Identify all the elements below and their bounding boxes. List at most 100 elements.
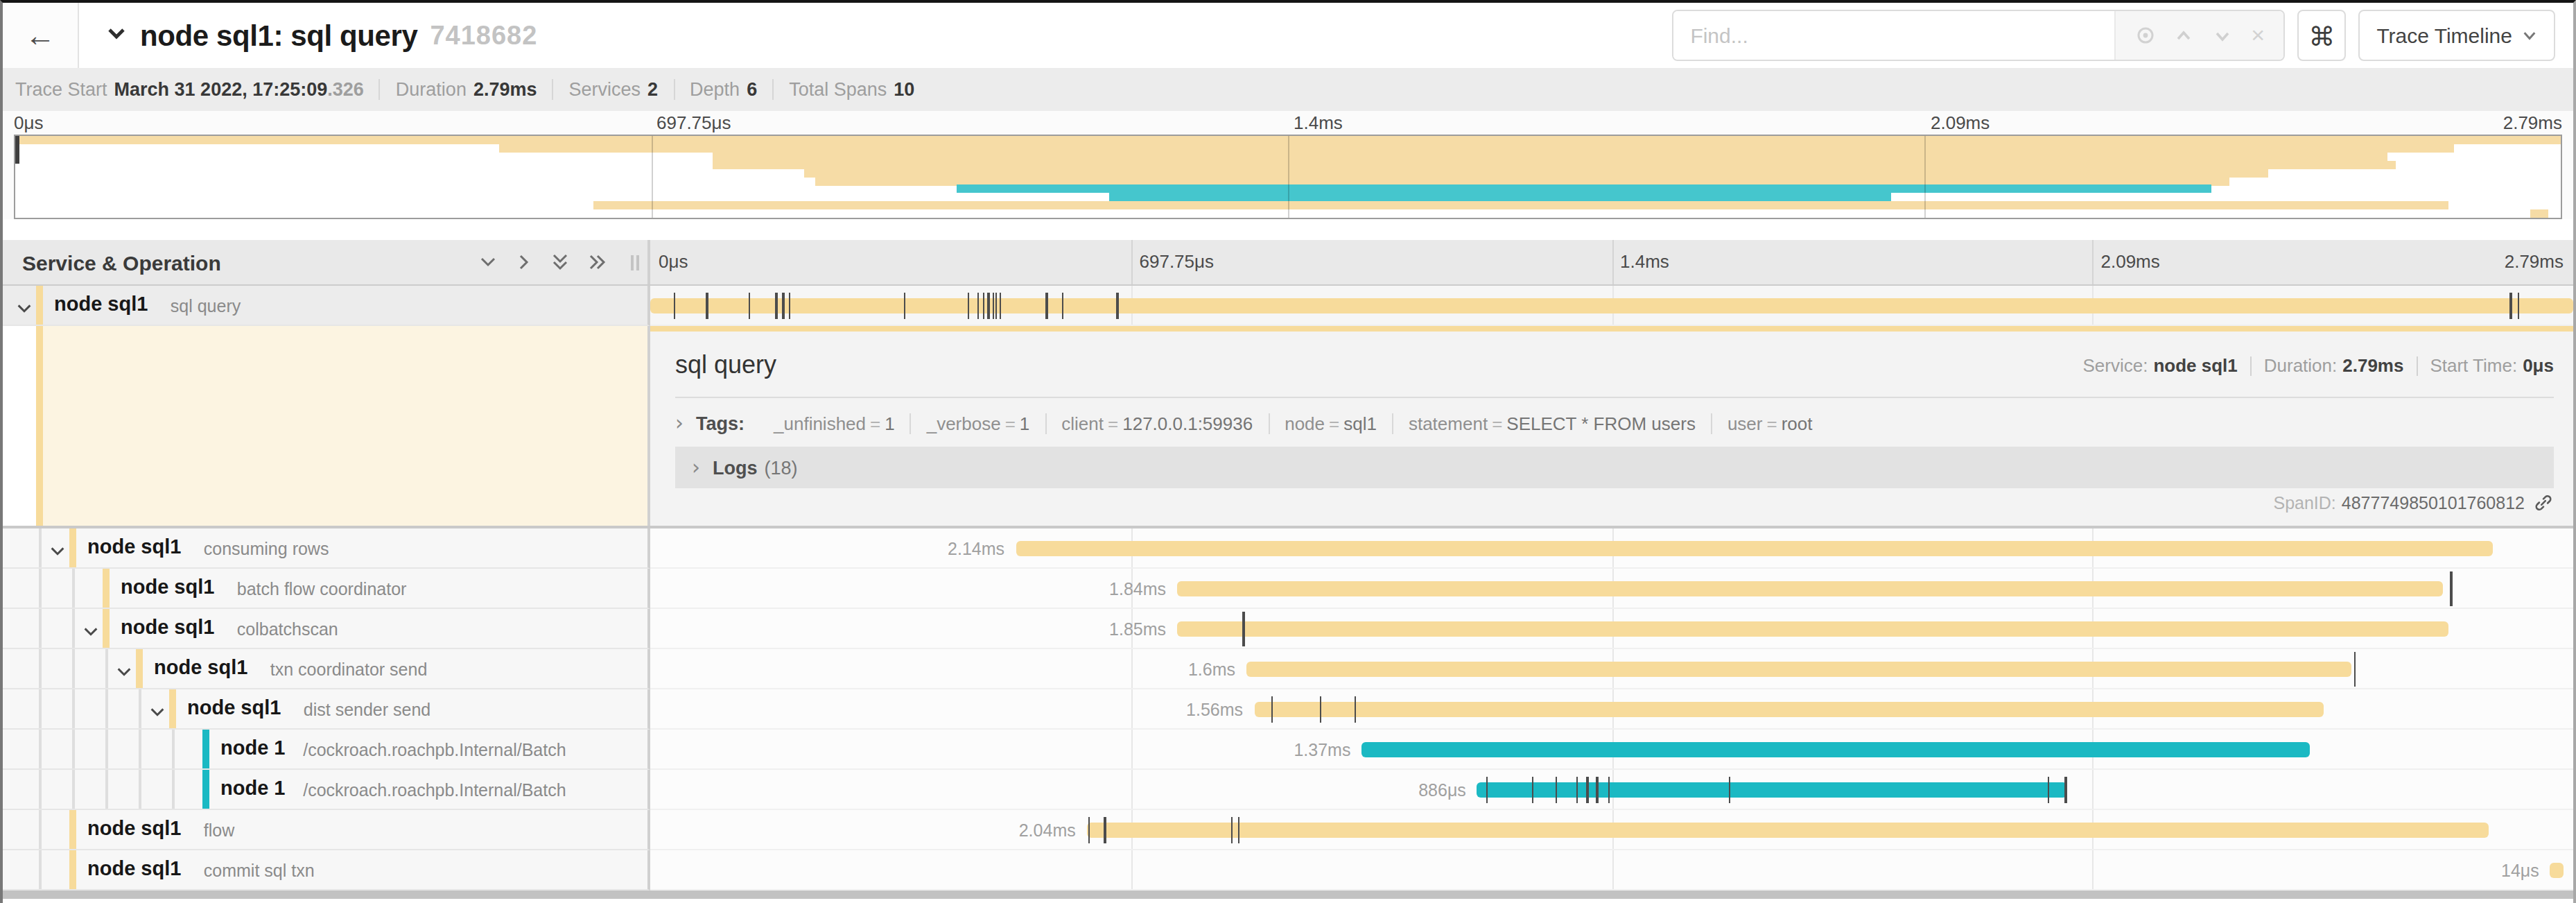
- expand-chevron-icon[interactable]: [82, 621, 100, 646]
- span-tree-cell[interactable]: node sql1flow: [3, 810, 650, 850]
- log-marker-tick: [2509, 293, 2512, 319]
- span-tree-cell[interactable]: node 1/cockroach.roachpb.Internal/Batch: [3, 770, 650, 810]
- span-duration-bar[interactable]: [1016, 541, 2492, 556]
- span-operation-name: sql query: [171, 297, 241, 316]
- span-row[interactable]: node sql1colbatchscan1.85ms: [3, 609, 2573, 649]
- span-detail-row: sql query Service:node sql1 Duration:2.7…: [3, 326, 2573, 528]
- span-detail-panel: sql query Service:node sql1 Duration:2.7…: [650, 326, 2573, 526]
- span-duration-bar[interactable]: [1177, 621, 2448, 637]
- span-tree-cell[interactable]: node sql1 sql query: [3, 286, 650, 326]
- log-marker-tick: [1319, 696, 1321, 723]
- span-id-label: SpanID:: [2273, 493, 2335, 513]
- span-row[interactable]: node sql1txn coordinator send1.6ms: [3, 649, 2573, 689]
- span-duration-bar[interactable]: [1361, 742, 2310, 757]
- next-result-icon[interactable]: [2213, 26, 2232, 45]
- span-row[interactable]: node sql1commit sql txn 14μs: [3, 850, 2573, 891]
- span-row[interactable]: node sql1 consuming rows 2.14ms: [3, 528, 2573, 569]
- span-timeline-cell[interactable]: 2.14ms: [650, 528, 2573, 569]
- view-selector-button[interactable]: Trace Timeline: [2358, 10, 2555, 61]
- span-tree-cell[interactable]: node sql1 consuming rows: [3, 528, 650, 569]
- span-duration-bar[interactable]: [1254, 702, 2323, 717]
- log-marker-tick: [1062, 293, 1064, 319]
- span-duration-bar[interactable]: [2550, 863, 2564, 878]
- log-marker-tick: [993, 293, 995, 319]
- span-duration-bar[interactable]: [1246, 662, 2352, 677]
- span-tree-cell[interactable]: node 1/cockroach.roachpb.Internal/Batch: [3, 730, 650, 770]
- span-service-name: node 1: [220, 737, 285, 759]
- total-spans-value: 10: [894, 79, 914, 100]
- axis-tick-label: 1.4ms: [1294, 112, 1343, 133]
- overview-drag-handle[interactable]: [15, 136, 19, 164]
- span-row[interactable]: node sql1dist sender send1.56ms: [3, 689, 2573, 730]
- span-row[interactable]: node sql1flow 2.04ms: [3, 810, 2573, 850]
- log-marker-tick: [2518, 293, 2520, 319]
- span-tree-cell[interactable]: node sql1colbatchscan: [3, 609, 650, 649]
- expand-chevron-icon[interactable]: [148, 702, 166, 727]
- span-timeline-cell[interactable]: 1.85ms: [650, 609, 2573, 649]
- log-marker-tick: [995, 293, 998, 319]
- span-service-name: node sql1: [54, 293, 148, 315]
- span-tree-cell[interactable]: node sql1commit sql txn: [3, 850, 650, 891]
- span-timeline-cell[interactable]: 14μs: [650, 850, 2573, 891]
- span-duration-bar[interactable]: [1477, 782, 2068, 798]
- back-button[interactable]: ←: [3, 3, 79, 68]
- tags-row[interactable]: › Tags: _unfinished=1_verbose=1client=12…: [675, 409, 2554, 437]
- keyboard-shortcuts-button[interactable]: ⌘: [2297, 10, 2346, 61]
- span-tree-cell[interactable]: node sql1txn coordinator send: [3, 649, 650, 689]
- column-resize-handle[interactable]: [631, 255, 639, 270]
- span-row[interactable]: node 1/cockroach.roachpb.Internal/Batch8…: [3, 770, 2573, 810]
- log-marker-tick: [783, 293, 785, 319]
- expand-all-icon[interactable]: [586, 252, 609, 272]
- span-operation-name: /cockroach.roachpb.Internal/Batch: [303, 741, 566, 760]
- command-icon: ⌘: [2308, 20, 2335, 51]
- expand-one-icon[interactable]: [514, 252, 534, 272]
- span-duration-label: 14μs: [2501, 861, 2539, 881]
- span-duration-bar[interactable]: [1087, 823, 2489, 838]
- logs-row[interactable]: › Logs (18): [675, 447, 2554, 488]
- span-operation-name: consuming rows: [204, 540, 329, 559]
- span-timeline-cell[interactable]: 1.84ms: [650, 569, 2573, 609]
- span-timeline-cell[interactable]: 886μs: [650, 770, 2573, 810]
- span-tree-cell[interactable]: node sql1dist sender send: [3, 689, 650, 730]
- span-duration-bar[interactable]: [650, 298, 2573, 313]
- span-color-bar: [202, 770, 209, 809]
- log-marker-tick: [706, 293, 708, 319]
- horizontal-scrollbar[interactable]: [3, 891, 2573, 899]
- expand-chevron-icon[interactable]: [15, 298, 33, 323]
- axis-tick-label: 0μs: [14, 112, 43, 133]
- span-duration-label: 1.37ms: [1294, 741, 1350, 760]
- span-row[interactable]: node 1/cockroach.roachpb.Internal/Batch 1…: [3, 730, 2573, 770]
- span-duration-bar[interactable]: [1177, 581, 2442, 596]
- span-timeline-cell[interactable]: 1.56ms: [650, 689, 2573, 730]
- find-input[interactable]: [1673, 11, 2114, 60]
- expand-chevron-icon[interactable]: [49, 541, 67, 566]
- collapse-one-icon[interactable]: [478, 252, 498, 272]
- depth-value: 6: [747, 79, 757, 100]
- overview-span-bar: [1110, 194, 1891, 202]
- expand-chevron-icon[interactable]: [115, 662, 133, 687]
- log-marker-tick: [1729, 777, 1731, 803]
- span-duration-label: 2.04ms: [1019, 821, 1076, 841]
- collapse-trace-chevron-icon[interactable]: [105, 22, 128, 49]
- match-highlight-icon[interactable]: [2135, 25, 2156, 46]
- overview-canvas[interactable]: [14, 135, 2562, 219]
- duration-label: Duration: [396, 79, 467, 100]
- span-timeline-cell[interactable]: 1.6ms: [650, 649, 2573, 689]
- span-operation-name: txn coordinator send: [270, 660, 428, 680]
- logs-count: (18): [765, 457, 798, 478]
- span-duration-label: 2.14ms: [948, 540, 1004, 559]
- span-tree-cell[interactable]: node sql1batch flow coordinator: [3, 569, 650, 609]
- span-timeline-cell[interactable]: 1.37ms: [650, 730, 2573, 770]
- trace-start-fraction: .326: [327, 79, 364, 100]
- span-row[interactable]: node sql1 sql query: [3, 286, 2573, 326]
- clear-find-icon[interactable]: ×: [2251, 22, 2265, 49]
- collapse-all-icon[interactable]: [550, 251, 570, 273]
- prev-result-icon[interactable]: [2175, 26, 2194, 45]
- copy-link-icon[interactable]: [2533, 492, 2554, 513]
- span-color-bar: [36, 286, 43, 325]
- span-service-name: node sql1: [87, 535, 181, 558]
- span-timeline-cell[interactable]: 2.04ms: [650, 810, 2573, 850]
- span-row[interactable]: node sql1batch flow coordinator1.84ms: [3, 569, 2573, 609]
- duration-value: 2.79ms: [473, 79, 537, 100]
- span-timeline-cell[interactable]: [650, 286, 2573, 326]
